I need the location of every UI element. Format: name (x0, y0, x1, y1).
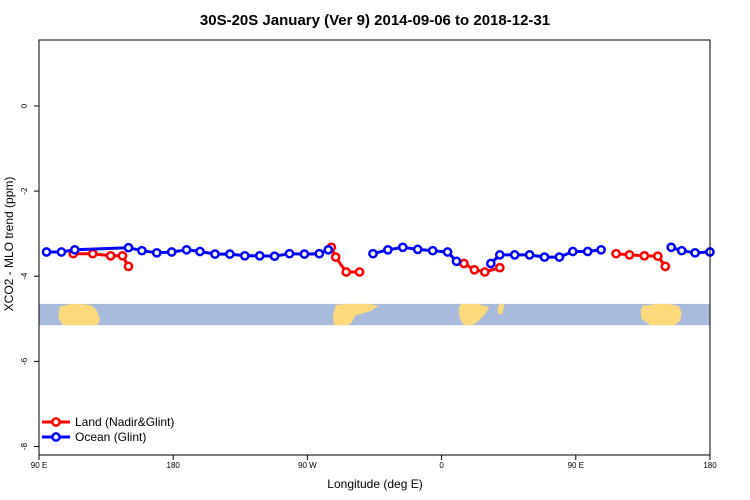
data-point (666, 242, 677, 253)
data-point (69, 244, 80, 255)
data-point (195, 246, 205, 257)
legend-marker (51, 417, 61, 427)
data-point (354, 267, 365, 277)
data-point (314, 248, 325, 259)
data-point (87, 248, 98, 259)
data-point (254, 250, 265, 261)
data-point (639, 250, 650, 261)
y-tick-label: -6 (20, 357, 29, 365)
y-tick-label: -2 (20, 187, 29, 195)
data-point (611, 248, 621, 259)
y-tick-label: -4 (20, 272, 29, 280)
data-point (341, 267, 352, 277)
data-point (123, 242, 134, 253)
land-shape (332, 303, 379, 326)
x-tick-label: 180 (167, 461, 181, 470)
legend-entry: Land (Nadir&Glint) (75, 415, 174, 429)
data-point (479, 267, 490, 277)
data-point (299, 249, 310, 259)
data-point (652, 251, 663, 262)
data-point (509, 250, 520, 260)
data-point (117, 250, 128, 261)
data-point (539, 252, 550, 262)
series-line (329, 246, 360, 274)
data-point (485, 258, 496, 269)
data-point (210, 249, 220, 259)
axes: 90 E 180 90 W 0 90 E 180 0 -2 -4 -6 -8 (20, 103, 717, 470)
y-tick-label: 0 (20, 103, 29, 108)
data-point (494, 250, 505, 260)
data-point (383, 244, 393, 255)
x-tick-label: 90 E (31, 461, 47, 470)
land-mask-band (39, 303, 710, 326)
data-point (368, 248, 378, 259)
data-point (554, 252, 565, 262)
land-shape (497, 303, 505, 315)
data-point (451, 256, 462, 267)
x-tick-label: 180 (703, 461, 717, 470)
data-point (330, 252, 341, 262)
y-tick-label: -8 (20, 442, 29, 450)
legend-entry: Ocean (Glint) (75, 430, 146, 444)
x-tick-label: 90 W (298, 461, 317, 470)
data-point (181, 244, 192, 255)
data-point (397, 242, 408, 253)
x-tick-label: 0 (439, 461, 444, 470)
data-point (442, 247, 453, 257)
x-tick-label: 90 E (568, 461, 584, 470)
data-point (596, 244, 606, 255)
land-shape (458, 303, 490, 326)
data-point (323, 244, 334, 255)
data-point (137, 245, 147, 256)
legend: Land (Nadir&Glint)Ocean (Glint) (42, 415, 174, 444)
data-point (582, 246, 593, 257)
data-point (459, 258, 469, 269)
data-point (41, 247, 52, 257)
series-line (670, 245, 711, 255)
land-shape (640, 303, 682, 326)
data-point (225, 249, 235, 259)
data-point (624, 250, 635, 260)
data-point (690, 247, 700, 258)
data-point (567, 246, 578, 257)
data-point (151, 247, 162, 258)
data-point (676, 245, 687, 256)
data-point (239, 250, 250, 261)
data-point (123, 261, 134, 272)
land-shape (58, 303, 101, 326)
data-point (105, 250, 116, 261)
series-line (463, 262, 501, 274)
plot-frame (38, 39, 711, 456)
data-point (469, 264, 480, 275)
ocean-band (39, 303, 710, 326)
data-point (660, 261, 671, 272)
data-point (56, 247, 67, 257)
y-axis-label: XCO2 - MLO trend (ppm) (2, 177, 16, 312)
data-point (494, 262, 505, 273)
data-point (284, 248, 295, 259)
data-point (166, 247, 177, 257)
data-point (269, 251, 280, 262)
x-axis-label: Longitude (deg E) (327, 477, 422, 491)
series-layer (41, 242, 715, 277)
data-point (412, 244, 423, 255)
chart-title: 30S-20S January (Ver 9) 2014-09-06 to 20… (200, 12, 550, 29)
data-point (427, 245, 438, 256)
legend-marker (51, 432, 61, 442)
data-point (524, 250, 535, 260)
